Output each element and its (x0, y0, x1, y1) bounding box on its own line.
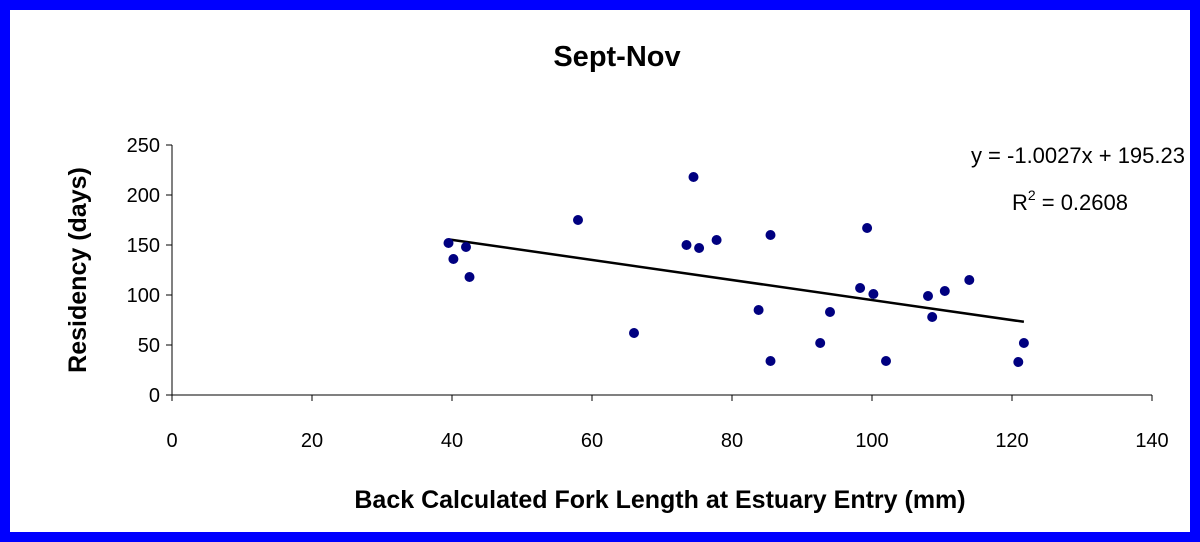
x-axis-label: Back Calculated Fork Length at Estuary E… (354, 486, 965, 514)
point (573, 215, 583, 225)
y-tick-label: 0 (149, 385, 160, 407)
point (825, 307, 835, 317)
point (681, 240, 692, 250)
point (461, 242, 471, 252)
point (881, 356, 891, 366)
x-tick-label: 140 (1135, 430, 1168, 452)
point (868, 289, 879, 299)
trendline (448, 238, 1025, 324)
point (1013, 357, 1024, 367)
point (815, 338, 826, 348)
point (765, 230, 776, 240)
point (448, 254, 459, 264)
y-tick-label: 150 (127, 235, 160, 257)
r-squared-rest: = 0.2608 (1036, 190, 1128, 215)
y-tick-label: 100 (127, 285, 160, 307)
y-tick-label: 200 (127, 185, 160, 207)
point (939, 286, 950, 296)
point (1018, 338, 1029, 348)
point (855, 283, 866, 293)
point (753, 305, 764, 315)
x-tick-label: 40 (441, 430, 463, 452)
point (443, 238, 454, 248)
point (629, 328, 639, 338)
y-tick-label: 50 (138, 335, 160, 357)
background (10, 10, 1190, 532)
y-axis-label: Residency (days) (64, 167, 92, 373)
r-squared-sup: 2 (1028, 187, 1036, 203)
point (923, 291, 933, 301)
r-squared-base: R (1012, 190, 1028, 215)
trend-equation: y = -1.0027x + 195.23 (971, 143, 1185, 168)
x-tick-label: 80 (721, 430, 743, 452)
x-tick-label: 60 (581, 430, 603, 452)
point (694, 243, 705, 253)
x-tick-label: 20 (301, 430, 323, 452)
point (964, 275, 975, 285)
point (688, 172, 699, 182)
r-squared: R2 = 0.2608 (1012, 187, 1128, 215)
point (862, 223, 873, 233)
point (765, 356, 776, 366)
point (711, 235, 722, 245)
x-tick-label: 120 (995, 430, 1028, 452)
point (927, 312, 938, 322)
point (464, 272, 475, 282)
y-tick-label: 250 (127, 135, 160, 157)
x-tick-label: 100 (855, 430, 888, 452)
x-tick-label: 0 (166, 430, 177, 452)
chart-title: Sept-Nov (553, 41, 680, 73)
